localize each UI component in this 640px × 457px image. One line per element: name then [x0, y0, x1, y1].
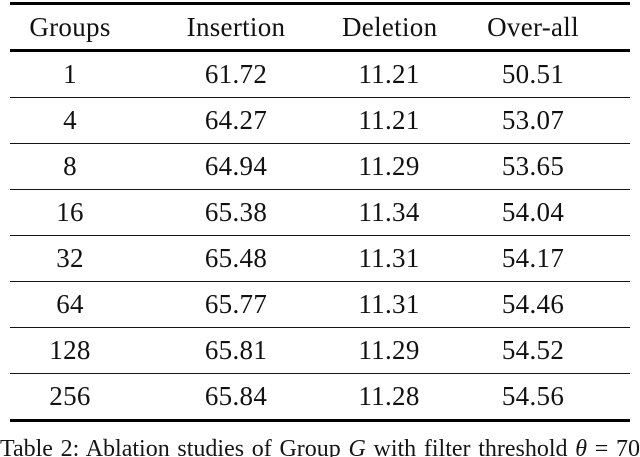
- table-header-row: Groups Insertion Deletion Over-all: [10, 3, 630, 52]
- table-cell: 16: [10, 189, 130, 236]
- ablation-results-table: Groups Insertion Deletion Over-all 1 61.…: [10, 2, 630, 422]
- table-cell: 11.21: [342, 97, 436, 144]
- table-cell: 11.28: [342, 373, 436, 422]
- table-row: 128 65.81 11.29 54.52: [10, 327, 630, 374]
- table-cell: 128: [10, 327, 130, 374]
- table-cell: 64.94: [130, 143, 342, 190]
- table-caption: Table 2: Ablation studies of Group G wit…: [0, 434, 640, 457]
- table-cell: 11.29: [342, 327, 436, 374]
- table-cell: 256: [10, 373, 130, 422]
- table-cell: 1: [10, 50, 130, 98]
- table-cell: 61.72: [130, 50, 342, 98]
- table-cell: 8: [10, 143, 130, 190]
- table-cell: 65.38: [130, 189, 342, 236]
- caption-text-part3: = 70: [587, 436, 640, 457]
- table-cell: 11.34: [342, 189, 436, 236]
- table-cell: 54.17: [436, 235, 630, 282]
- table-row: 32 65.48 11.31 54.17: [10, 235, 630, 282]
- table-row: 16 65.38 11.34 54.04: [10, 189, 630, 236]
- table-cell: 54.46: [436, 281, 630, 328]
- table-row: 1 61.72 11.21 50.51: [10, 50, 630, 98]
- table-cell: 54.04: [436, 189, 630, 236]
- table-cell: 53.07: [436, 97, 630, 144]
- table-cell: 64.27: [130, 97, 342, 144]
- table-cell: 4: [10, 97, 130, 144]
- column-header-deletion: Deletion: [342, 3, 437, 52]
- caption-group-symbol: G: [348, 436, 366, 457]
- table-cell: 54.52: [436, 327, 630, 374]
- table-cell: 64: [10, 281, 130, 328]
- table-cell: 54.56: [436, 373, 630, 422]
- column-header-groups: Groups: [10, 3, 130, 52]
- table-cell: 11.21: [342, 50, 436, 98]
- table-cell: 65.84: [130, 373, 342, 422]
- table-cell: 65.48: [130, 235, 342, 282]
- table-cell: 50.51: [436, 50, 630, 98]
- table-cell: 65.81: [130, 327, 342, 374]
- table-cell: 11.29: [342, 143, 436, 190]
- table-row: 64 65.77 11.31 54.46: [10, 281, 630, 328]
- table-row: 4 64.27 11.21 53.07: [10, 97, 630, 144]
- table-cell: 65.77: [130, 281, 342, 328]
- table-row: 8 64.94 11.29 53.65: [10, 143, 630, 190]
- table-cell: 11.31: [342, 281, 436, 328]
- table-row: 256 65.84 11.28 54.56: [10, 373, 630, 422]
- column-header-insertion: Insertion: [130, 3, 342, 52]
- caption-theta-symbol: θ: [575, 436, 588, 457]
- table-cell: 53.65: [436, 143, 630, 190]
- caption-text-part2: with filter threshold: [365, 436, 576, 457]
- caption-text-part1: Table 2: Ablation studies of Group: [0, 436, 349, 457]
- table-cell: 11.31: [342, 235, 436, 282]
- column-header-overall: Over-all: [436, 3, 630, 52]
- table-cell: 32: [10, 235, 130, 282]
